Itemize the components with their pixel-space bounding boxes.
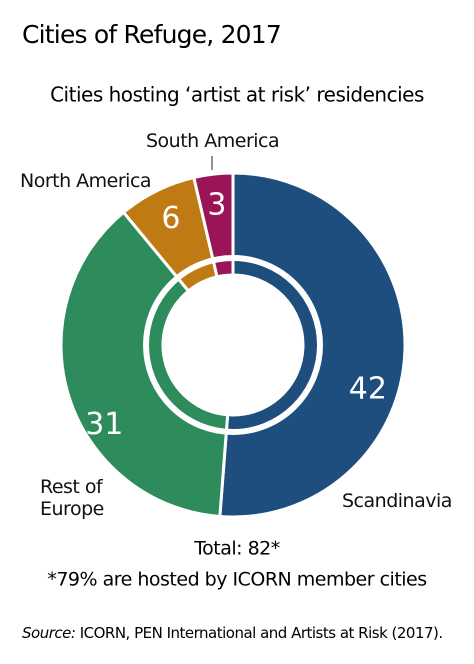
note: *79% are hosted by ICORN member cities <box>47 569 426 591</box>
category-label: Scandinavia <box>342 490 452 512</box>
chart-subtitle: Cities hosting ‘artist at risk’ residenc… <box>50 83 424 107</box>
source: Source: ICORN, PEN International and Art… <box>22 624 443 642</box>
total: Total: 82* <box>193 538 280 560</box>
value-label: 3 <box>207 187 226 222</box>
category-label: Rest of Europe <box>40 476 104 520</box>
value-label: 6 <box>161 201 180 236</box>
value-label: 42 <box>349 372 387 407</box>
source-text: ICORN, PEN International and Artists at … <box>80 624 443 642</box>
ring-gap <box>143 255 323 435</box>
category-label: South America <box>146 130 280 152</box>
donut-segment <box>192 171 235 279</box>
category-label: North America <box>20 170 152 192</box>
value-label: 31 <box>85 407 123 442</box>
donut-segment <box>218 171 407 519</box>
chart-title: Cities of Refuge, 2017 <box>22 20 281 49</box>
source-label: Source: <box>22 624 75 642</box>
donut: 42 31 6 3 <box>59 171 407 519</box>
